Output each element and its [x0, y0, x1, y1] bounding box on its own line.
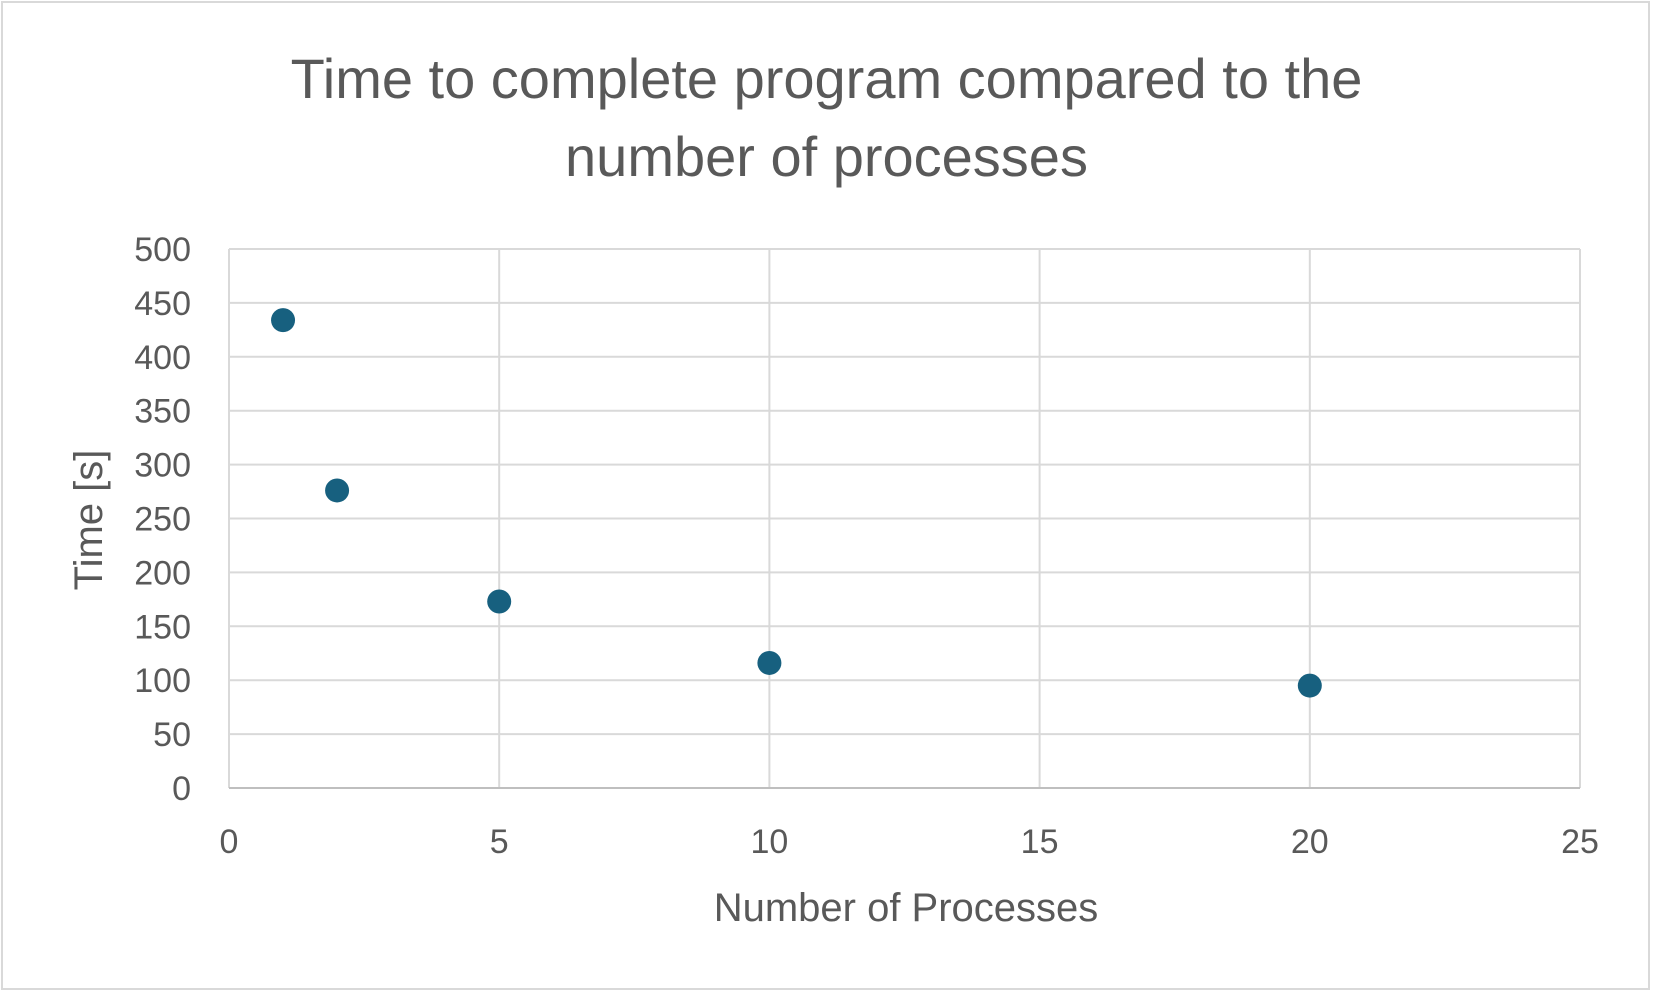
chart-title: Time to complete program compared to the…	[0, 40, 1653, 196]
x-tick-label-5: 5	[490, 823, 509, 861]
data-point-0-0	[271, 308, 296, 333]
y-axis-title: Time [s]	[67, 450, 111, 591]
y-tick-label-350: 350	[134, 393, 191, 431]
data-points	[271, 308, 1322, 698]
y-tick-label-450: 450	[134, 285, 191, 323]
x-tick-label-25: 25	[1561, 823, 1599, 861]
y-tick-label-100: 100	[134, 662, 191, 700]
x-tick-label-15: 15	[1021, 823, 1059, 861]
axes	[228, 249, 1580, 789]
x-tick-label-0: 0	[220, 823, 239, 861]
data-point-0-4	[1297, 673, 1322, 698]
y-tick-label-400: 400	[134, 339, 191, 377]
tick-labels: 0 50 100 150 200 250 300 350 400 450 500 0 5 10 15 20 25	[134, 231, 1599, 861]
y-tick-label-200: 200	[134, 554, 191, 592]
chart-title-line-2: number of processes	[565, 125, 1088, 188]
y-tick-label-150: 150	[134, 608, 191, 646]
data-point-0-1	[325, 478, 350, 503]
y-tick-label-250: 250	[134, 501, 191, 539]
grid-lines	[229, 248, 1581, 788]
x-tick-label-10: 10	[750, 823, 788, 861]
y-tick-label-500: 500	[134, 231, 191, 269]
x-tick-label-20: 20	[1291, 823, 1329, 861]
chart-title-line-1: Time to complete program compared to the	[290, 47, 1363, 110]
y-tick-label-0: 0	[172, 770, 191, 808]
data-point-0-2	[487, 589, 512, 614]
data-point-0-3	[757, 650, 782, 675]
y-tick-label-50: 50	[153, 716, 191, 754]
y-tick-label-300: 300	[134, 447, 191, 485]
x-axis-title: Number of Processes	[714, 886, 1099, 930]
